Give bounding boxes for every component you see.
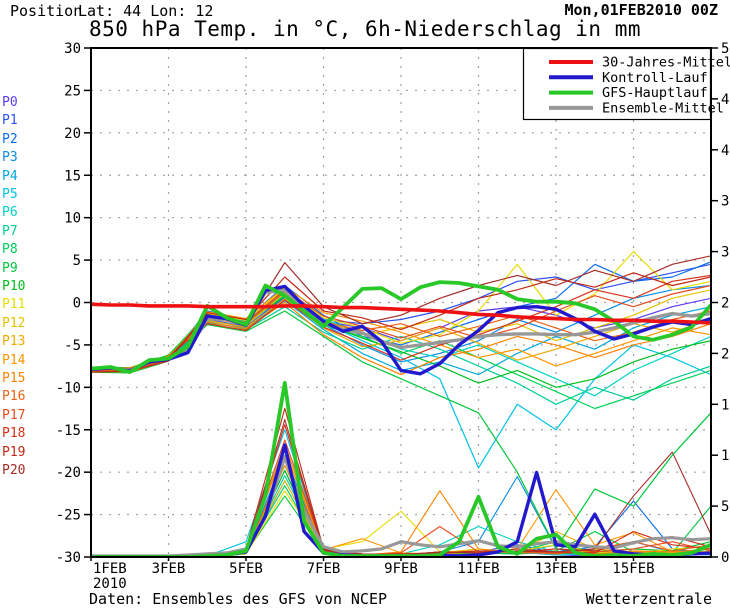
temp-axis-tick-label: -15 xyxy=(56,423,81,439)
member-label-P5: P5 xyxy=(2,187,18,202)
member-label-P14: P14 xyxy=(2,352,26,368)
member-label-P20: P20 xyxy=(2,463,26,478)
member-label-P0: P0 xyxy=(2,95,18,110)
legend xyxy=(522,47,712,121)
temp-axis-tick-label: -5 xyxy=(64,338,81,354)
pcp-axis-tick-label: 45 xyxy=(721,92,730,108)
pcp-axis-tick-label: 10 xyxy=(721,448,730,464)
member-precip-curve-P15 xyxy=(91,449,711,557)
member-label-P1: P1 xyxy=(2,113,18,129)
member-label-P15: P15 xyxy=(2,371,26,386)
x-axis-tick-label: 15FEB xyxy=(612,561,654,577)
member-label-P3: P3 xyxy=(2,150,18,166)
temp-axis-tick-label: 20 xyxy=(64,126,81,142)
temp-axis-tick-label: 10 xyxy=(64,211,81,227)
pcp-axis-tick-label: 0 xyxy=(721,550,729,566)
pcp-axis-tick-label: 15 xyxy=(721,397,730,413)
legend-label: Ensemble-Mittel xyxy=(602,100,724,116)
pcp-axis-tick-label: 5 xyxy=(721,499,729,515)
member-label-P2: P2 xyxy=(2,131,18,147)
x-axis-tick-label: 11FEB xyxy=(457,561,499,577)
temp-axis-tick-label: -20 xyxy=(56,465,81,481)
temp-axis-tick-label: -25 xyxy=(56,508,81,524)
member-label-P4: P4 xyxy=(2,168,18,184)
pcp-axis-tick-label: 20 xyxy=(721,346,730,362)
member-label-P7: P7 xyxy=(2,223,18,239)
member-label-P13: P13 xyxy=(2,334,26,350)
legend-label: GFS-Hauptlauf xyxy=(602,85,708,101)
position-coordinates: Lat: 44 Lon: 12 xyxy=(78,2,214,20)
data-source: Daten: Ensembles des GFS von NCEP xyxy=(89,590,388,608)
legend-label: 30-Jahres-Mittel xyxy=(602,55,730,71)
member-label-P8: P8 xyxy=(2,242,18,258)
member-label-P11: P11 xyxy=(2,297,26,313)
temp-axis-tick-label: 15 xyxy=(64,168,81,184)
temp-axis-tick-label: 25 xyxy=(64,83,81,99)
run-date: Mon,01FEB2010 00Z xyxy=(564,1,718,19)
x-axis-tick-label: 7FEB xyxy=(307,561,341,577)
x-axis-tick-label: 1FEB xyxy=(93,561,127,577)
brand: Wetterzentrale xyxy=(585,590,712,608)
x-axis-tick-label: 5FEB xyxy=(229,561,263,577)
pcp-axis-tick-label: 35 xyxy=(721,194,730,210)
axes xyxy=(84,47,718,561)
pcp-axis-tick-label: 30 xyxy=(721,245,730,261)
temp-axis-tick-label: -10 xyxy=(56,380,81,396)
pcp-axis-tick-label: 40 xyxy=(721,143,730,159)
pcp-axis-tick-label: 50 xyxy=(721,41,730,57)
member-label-P16: P16 xyxy=(2,389,26,405)
temp-axis-tick-label: 5 xyxy=(73,253,81,269)
temp-axis-tick-label: 30 xyxy=(64,41,81,57)
x-axis-tick-label: 9FEB xyxy=(384,561,418,577)
member-label-P6: P6 xyxy=(2,205,18,221)
x-axis-year-label: 2010 xyxy=(93,576,127,592)
main-curve-gfs-hauptlauf xyxy=(91,280,711,375)
main-curve-kontroll-lauf xyxy=(91,284,711,376)
member-label-P18: P18 xyxy=(2,426,26,442)
x-axis-tick-label: 3FEB xyxy=(152,561,186,577)
member-label-P12: P12 xyxy=(2,315,26,331)
main-curve-30-jahres-mittel xyxy=(91,302,711,325)
member-label-P9: P9 xyxy=(2,260,18,276)
position-label: Position xyxy=(10,2,83,20)
member-label-P17: P17 xyxy=(2,407,26,423)
x-axis-tick-label: 13FEB xyxy=(535,561,577,577)
pcp-axis-tick-label: 25 xyxy=(721,296,730,312)
legend-label: Kontroll-Lauf xyxy=(602,70,708,86)
temp-axis-tick-label: -30 xyxy=(56,550,81,566)
member-label-P10: P10 xyxy=(2,279,26,294)
chart-title: 850 hPa Temp. in °C, 6h-Niederschlag in … xyxy=(88,17,641,41)
main-curve-ensemble-mittel-niederschlag xyxy=(91,455,711,557)
gridlines xyxy=(91,48,711,557)
member-precip-curve-P20 xyxy=(91,419,711,557)
member-label-P19: P19 xyxy=(2,444,26,460)
temp-axis-tick-label: 0 xyxy=(73,296,81,312)
member-precip-curve-P17 xyxy=(91,439,711,557)
